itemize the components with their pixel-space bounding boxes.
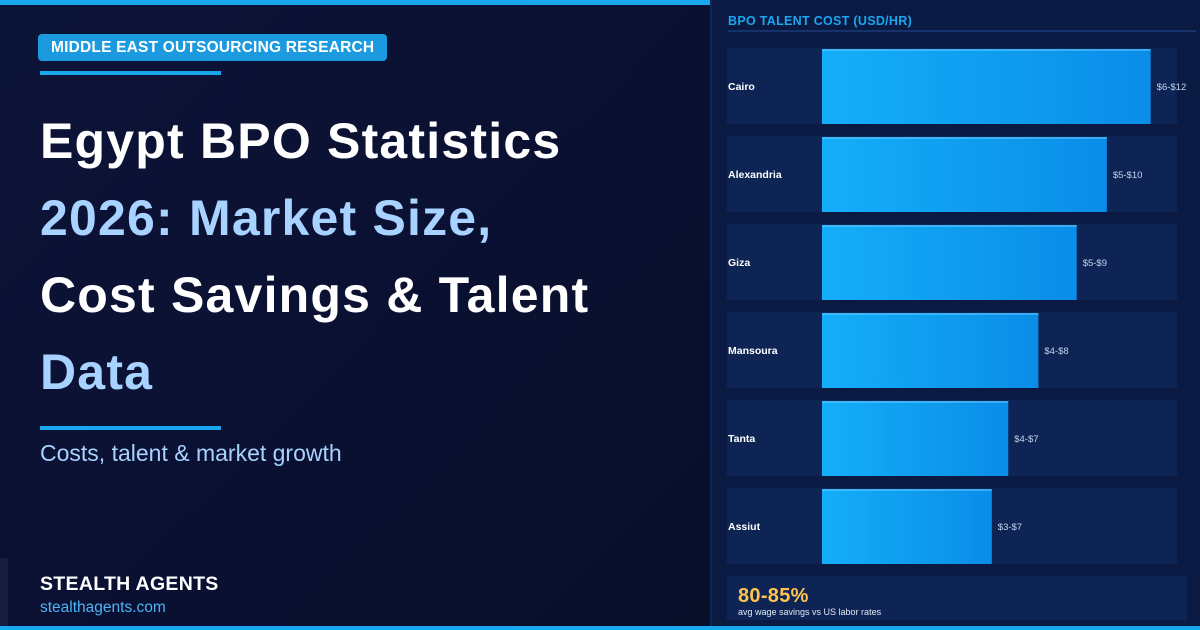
bar-giza <box>822 225 1077 300</box>
bar-label-tanta: Tanta <box>728 433 755 445</box>
bar-label-alexandria: Alexandria <box>728 169 782 181</box>
bar-value-cairo: $6-$12 <box>1157 82 1187 93</box>
savings-stat-caption: avg wage savings vs US labor rates <box>738 607 882 617</box>
bar-highlight-alexandria <box>822 137 1107 139</box>
chart-panel: BPO TALENT COST (USD/HR) Cairo $6-$12 Alex… <box>710 0 1200 630</box>
title-line-1: Egypt BPO Statistics <box>40 113 562 169</box>
bar-label-giza: Giza <box>728 257 750 269</box>
bar-label-cairo: Cairo <box>728 81 755 93</box>
bar-mansoura <box>822 313 1039 388</box>
bar-value-alexandria: $5-$10 <box>1113 170 1143 181</box>
bar-label-assiut: Assiut <box>728 521 761 533</box>
savings-stat-value: 80-85% <box>738 585 809 607</box>
title-line-3: Cost Savings & Talent <box>40 267 590 323</box>
category-badge: MIDDLE EAST OUTSOURCING RESEARCH <box>38 34 388 61</box>
bar-chart: Cairo $6-$12 Alexandria $5-$10 Giza $5-$9 Mans… <box>727 48 1187 564</box>
bar-value-tanta: $4-$7 <box>1014 434 1038 445</box>
bar-label-mansoura: Mansoura <box>728 345 778 357</box>
left-edge-tab <box>0 558 8 626</box>
bar-highlight-assiut <box>822 489 992 491</box>
top-accent-rule <box>0 0 1200 5</box>
savings-stat-card: 80-85% avg wage savings vs US labor rate… <box>727 576 1187 620</box>
accent-divider-bottom <box>40 426 221 430</box>
bar-value-mansoura: $4-$8 <box>1044 346 1068 357</box>
chart-title: BPO TALENT COST (USD/HR) <box>728 14 913 28</box>
bar-highlight-tanta <box>822 401 1009 403</box>
bar-cairo <box>822 49 1151 124</box>
subtitle: Costs, talent & market growth <box>40 440 342 466</box>
accent-divider-top <box>40 71 221 75</box>
bar-highlight-mansoura <box>822 313 1039 315</box>
page-title: Egypt BPO Statistics 2026: Market Size, … <box>40 103 700 411</box>
bar-value-assiut: $3-$7 <box>998 522 1022 533</box>
chart-title-rule <box>728 30 1196 32</box>
title-line-2: 2026: Market Size, <box>40 190 493 246</box>
brand-name: STEALTH AGENTS <box>40 573 219 595</box>
bar-value-giza: $5-$9 <box>1083 258 1107 269</box>
title-line-4: Data <box>40 344 154 400</box>
bottom-accent-rule <box>0 626 1200 630</box>
bar-alexandria <box>822 137 1107 212</box>
bar-assiut <box>822 489 992 564</box>
brand-url-link[interactable]: stealthagents.com <box>40 599 166 616</box>
bar-highlight-cairo <box>822 49 1151 51</box>
bar-tanta <box>822 401 1009 476</box>
bar-highlight-giza <box>822 225 1077 227</box>
